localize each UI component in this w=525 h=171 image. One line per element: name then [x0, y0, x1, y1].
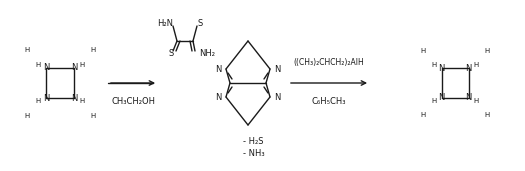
Text: N: N	[71, 63, 77, 72]
Text: H: H	[431, 98, 436, 104]
Text: N: N	[216, 64, 222, 74]
Text: N: N	[274, 93, 280, 102]
Text: N: N	[465, 64, 471, 73]
Text: H: H	[474, 62, 479, 68]
Text: H: H	[485, 112, 490, 118]
Text: H: H	[79, 62, 85, 68]
Text: N: N	[71, 94, 77, 103]
Text: H: H	[421, 112, 426, 118]
Text: - NH₃: - NH₃	[243, 148, 265, 157]
Text: - H₂S: - H₂S	[243, 136, 264, 146]
Text: H: H	[431, 62, 436, 68]
Text: H₂N: H₂N	[157, 18, 173, 28]
Text: H: H	[485, 48, 490, 54]
Text: N: N	[274, 64, 280, 74]
Text: H: H	[79, 98, 85, 104]
Text: H: H	[90, 113, 96, 119]
Text: S: S	[197, 18, 202, 28]
Text: N: N	[438, 64, 445, 73]
Text: S: S	[169, 49, 174, 58]
Text: H: H	[90, 47, 96, 53]
Text: H: H	[35, 62, 40, 68]
Text: N: N	[43, 94, 49, 103]
Text: ((CH₃)₂CHCH₂)₂AlH: ((CH₃)₂CHCH₂)₂AlH	[293, 58, 364, 68]
Text: NH₂: NH₂	[199, 49, 215, 58]
Text: H: H	[24, 47, 29, 53]
Text: H: H	[24, 113, 29, 119]
Text: N: N	[43, 63, 49, 72]
Text: C₆H₅CH₃: C₆H₅CH₃	[312, 96, 346, 106]
Text: H: H	[421, 48, 426, 54]
Text: H: H	[35, 98, 40, 104]
Text: CH₃CH₂OH: CH₃CH₂OH	[111, 96, 155, 106]
Text: N: N	[216, 93, 222, 102]
Text: N: N	[465, 93, 471, 102]
Text: H: H	[474, 98, 479, 104]
Text: N: N	[438, 93, 445, 102]
